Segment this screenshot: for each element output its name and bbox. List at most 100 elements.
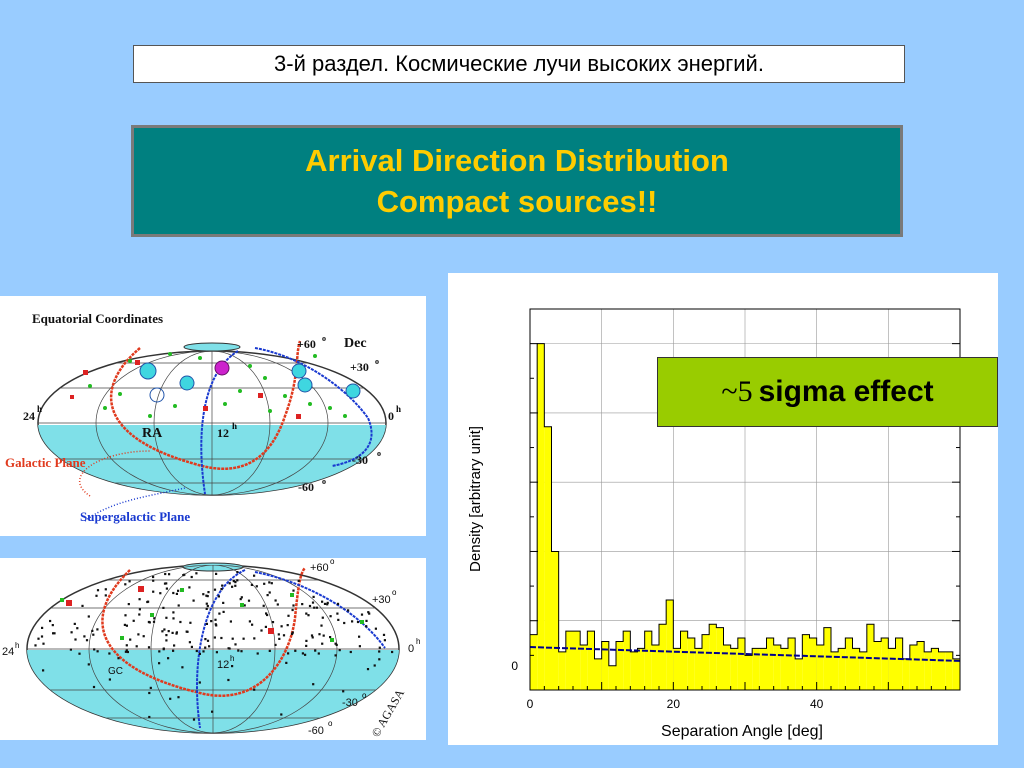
event-dot: [321, 600, 324, 603]
event-dot: [125, 644, 128, 647]
event-dot: [291, 632, 294, 635]
deg-mark: o: [377, 449, 381, 458]
event-dot: [215, 572, 218, 575]
event-dot: [367, 611, 370, 614]
event-dot: [256, 652, 259, 655]
event-dot: [228, 582, 231, 585]
event-dot: [205, 602, 208, 605]
histogram-bar: [917, 641, 925, 690]
histogram-bar: [852, 648, 860, 690]
event-dot: [221, 584, 224, 587]
event-dot: [206, 604, 209, 608]
event-dot: [172, 617, 175, 620]
histogram-bar: [737, 638, 745, 690]
event-dot: [153, 617, 156, 620]
histogram-bar: [694, 648, 702, 690]
event-dot: [312, 683, 315, 686]
event-dot: [192, 599, 195, 602]
event-dot: [358, 645, 361, 648]
event-dot: [202, 593, 205, 596]
event-dot: [282, 634, 286, 637]
event-dot: [192, 718, 196, 721]
event-dot: [165, 587, 168, 590]
event-dot: [167, 630, 170, 633]
event-dot: [163, 628, 166, 631]
event-dot: [42, 669, 45, 672]
event-dot: [374, 627, 377, 630]
event-dot: [128, 580, 131, 583]
event-dot: [266, 594, 269, 597]
histogram-bar: [809, 638, 817, 690]
event-dot: [222, 601, 225, 604]
event-dot: [52, 632, 55, 635]
event-dot: [378, 650, 381, 653]
event-dot: [358, 635, 361, 638]
event-dot: [242, 637, 245, 640]
event-dot: [182, 574, 185, 577]
histogram-bar: [630, 651, 638, 690]
event-dot: [383, 639, 386, 642]
event-dot: [108, 678, 111, 681]
event-dot: [321, 642, 324, 645]
event-dot: [205, 607, 208, 610]
histogram-bar: [780, 648, 788, 690]
histogram-bar: [881, 638, 889, 690]
histogram-bar: [795, 658, 803, 690]
lat-label-m60: -60: [308, 725, 324, 737]
event-dot: [95, 594, 98, 597]
section-title: 3-й раздел. Космические лучи высоких эне…: [274, 51, 764, 76]
event-dot: [73, 622, 76, 625]
event-dot: [265, 612, 268, 615]
histogram-bar: [816, 644, 824, 690]
event-dot: [222, 610, 225, 613]
event-dot: [291, 608, 294, 612]
deg-mark: o: [392, 588, 397, 597]
event-dot: [78, 652, 81, 655]
event-dot: [329, 636, 332, 639]
event-dot: [301, 603, 304, 606]
event-dot: [351, 620, 354, 623]
event-dot: [220, 588, 223, 591]
histogram-bar: [565, 631, 573, 690]
event-dot: [148, 691, 151, 695]
event-dot: [323, 602, 327, 605]
event-dot: [336, 612, 339, 615]
event-dot: [207, 591, 210, 594]
y-tick-label: 0: [511, 659, 518, 673]
gc-label: GC: [108, 666, 123, 677]
event-dot: [177, 589, 180, 592]
event-dot: [322, 634, 325, 637]
histogram-bar: [924, 651, 932, 690]
event-dots-black: [34, 571, 394, 721]
histogram-bar: [831, 651, 839, 690]
x-tick-label: 0: [527, 697, 534, 711]
event-dot: [149, 686, 152, 689]
y-axis-title: Density [arbitrary unit]: [467, 426, 484, 572]
deg-mark: o: [322, 334, 326, 343]
histogram-bar: [558, 651, 566, 690]
event-dot: [268, 581, 271, 584]
histogram-bar: [673, 648, 681, 690]
x-tick-label: 40: [810, 697, 824, 711]
event-dot: [294, 649, 297, 652]
histogram-svg: 0 20 40 0 Separation Angle [deg] Density [a…: [467, 308, 961, 740]
event-dot: [49, 619, 52, 623]
event-dot: [37, 637, 40, 640]
event-dot: [87, 615, 90, 618]
event-dot: [158, 662, 161, 665]
event-dot: [215, 651, 218, 654]
dec-label: Dec: [344, 336, 367, 351]
lat-label-p30: +30: [350, 360, 369, 374]
supergalactic-plane-extension: [84, 487, 186, 522]
galactic-plane-curve: [109, 340, 302, 470]
event-dot: [373, 664, 376, 667]
event-dot: [243, 604, 246, 607]
event-dot: [172, 649, 175, 652]
event-dot: [96, 650, 99, 653]
event-dot: [147, 620, 150, 624]
galactic-plane-extension: [78, 450, 151, 497]
event-dot: [198, 681, 201, 684]
event-dot: [349, 650, 352, 654]
event-dot: [132, 619, 135, 622]
lat-label-m30: -30: [342, 697, 358, 709]
